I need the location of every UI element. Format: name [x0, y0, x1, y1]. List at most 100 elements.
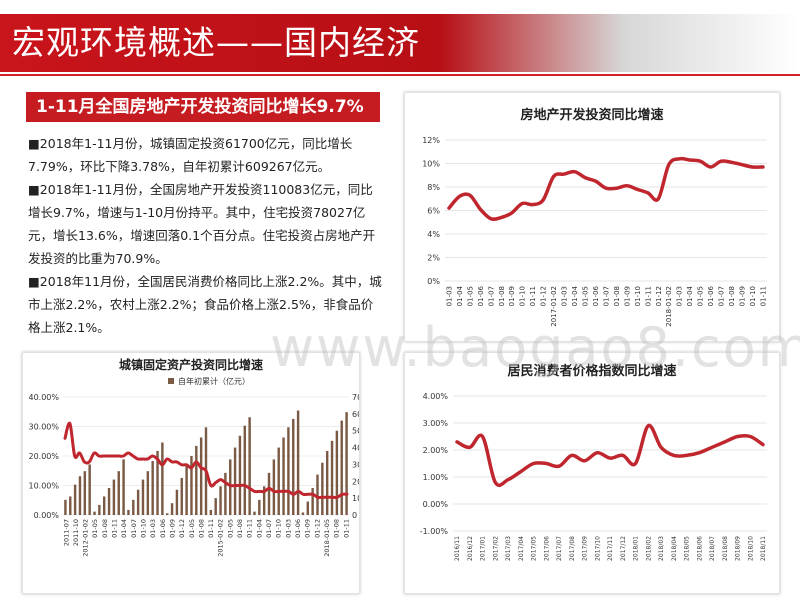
x-tick-label: 2018/05	[684, 536, 691, 561]
x-tick-label: 01-06	[159, 519, 167, 538]
data-point	[626, 185, 628, 187]
x-tick-label: 01-05	[582, 286, 590, 306]
x-tick-label: 2011-10	[72, 519, 80, 546]
data-point	[698, 451, 701, 454]
y-tick-label-left: 30.00%	[28, 423, 59, 432]
data-point	[511, 212, 513, 214]
x-tick-label: 01-04	[571, 285, 579, 306]
data-point	[584, 176, 586, 179]
bar	[64, 499, 67, 515]
x-tick-label: 01-12	[540, 286, 548, 306]
y-tick-label: 0.00%	[423, 500, 449, 509]
data-point	[542, 199, 544, 201]
bar	[272, 459, 276, 515]
x-tick-label: 01-09	[304, 519, 312, 538]
bar	[112, 479, 116, 515]
data-point	[558, 465, 560, 467]
data-point	[678, 158, 681, 160]
y-tick-label-right: 700000	[352, 393, 359, 402]
x-tick-label: 2017/06	[543, 536, 550, 561]
x-tick-label: 01-10	[519, 286, 527, 306]
bar	[180, 477, 183, 515]
bar	[253, 511, 256, 515]
bar	[175, 489, 179, 515]
data-point	[605, 187, 607, 189]
bar	[335, 430, 339, 515]
data-point	[647, 424, 650, 427]
y-tick-label: -1.00%	[420, 527, 449, 536]
x-tick-label: 01-03	[149, 519, 157, 538]
bullet-item: ■2018年1-11月份，城镇固定投资61700亿元，同比增长7.79%，环比下…	[28, 136, 353, 174]
y-tick-label: 8%	[427, 183, 440, 192]
data-point	[570, 454, 573, 457]
bar	[340, 420, 343, 515]
y-tick-label: 2.00%	[423, 446, 449, 455]
bar	[73, 484, 77, 515]
data-point	[660, 446, 662, 449]
x-tick-label: 01-08	[333, 519, 341, 538]
x-tick-label: 2018-01-05	[323, 519, 331, 557]
x-tick-label: 2012-01-02	[82, 519, 90, 557]
x-tick-label: 2017/11	[607, 536, 614, 561]
data-point	[685, 454, 688, 457]
y-tick-label-right: 100000	[352, 494, 359, 503]
bullet-item: ■2018年1-11月份，全国房地产开发投资110083亿元，同比增长9.7%，…	[28, 182, 376, 266]
data-point	[469, 194, 471, 197]
data-point	[636, 188, 639, 191]
x-tick-label: 01-12	[655, 286, 663, 306]
x-tick-label: 01-06	[294, 519, 302, 538]
y-tick-label-right: 0	[352, 511, 357, 520]
bar	[306, 501, 310, 515]
y-tick-label-left: 10.00%	[28, 482, 59, 491]
bar	[141, 479, 145, 515]
data-point	[699, 160, 701, 162]
bar	[69, 496, 72, 515]
fixed-asset-chart-panel: 城镇固定资产投资同比增速 自年初累计（亿元） 0.00% 10.00% 20.00% 30…	[22, 352, 383, 594]
bar	[214, 498, 217, 515]
x-tick-label: 2017-01-02	[550, 286, 558, 327]
bar	[93, 511, 96, 515]
y-tick-label: 0%	[427, 277, 440, 286]
data-point	[672, 454, 675, 457]
bullet-list: ■2018年1-11月份，城镇固定投资61700亿元，同比增长7.79%，环比下…	[28, 132, 382, 339]
x-tick-label: 2018/02	[645, 536, 652, 561]
bar	[209, 509, 213, 515]
x-tick-label: 01-06	[477, 285, 485, 306]
bar	[199, 437, 203, 515]
x-tick-label: 01-04	[456, 285, 464, 306]
data-point	[494, 481, 497, 484]
x-tick-label: 01-04	[686, 285, 694, 306]
data-point	[468, 446, 471, 449]
x-tick-label: 2017/02	[492, 536, 499, 561]
x-tick-label: 01-05	[91, 519, 99, 538]
bar	[301, 512, 305, 515]
x-tick-label: 01-05	[188, 519, 196, 538]
x-tick-label: 01-07	[265, 519, 273, 538]
bar	[127, 509, 130, 515]
data-point	[545, 462, 548, 465]
data-point	[573, 170, 576, 173]
data-point	[521, 202, 524, 205]
y-tick-label: 6%	[427, 207, 440, 216]
y-tick-label-left: 0.00%	[34, 511, 60, 520]
data-point	[749, 435, 752, 438]
bar	[321, 462, 324, 515]
legend-swatch	[168, 378, 174, 384]
y-tick-label-left: 20.00%	[28, 452, 59, 461]
x-tick-label: 2017/01	[480, 536, 487, 561]
x-tick-label: 2018-01-02	[665, 286, 673, 327]
data-point	[500, 216, 503, 219]
legend-label: 自年初累计（亿元）	[178, 376, 250, 386]
data-point	[458, 195, 461, 198]
bar	[161, 442, 164, 515]
data-point	[657, 197, 660, 200]
data-point	[688, 159, 691, 161]
series-line	[63, 421, 349, 500]
data-point	[479, 208, 482, 211]
x-tick-label: 2018/08	[722, 536, 729, 561]
y-tick-label: 2%	[427, 254, 440, 263]
bar	[233, 447, 237, 515]
x-tick-label: 01-07	[602, 286, 610, 306]
x-tick-label: 01-09	[623, 286, 631, 306]
data-point	[762, 443, 764, 446]
